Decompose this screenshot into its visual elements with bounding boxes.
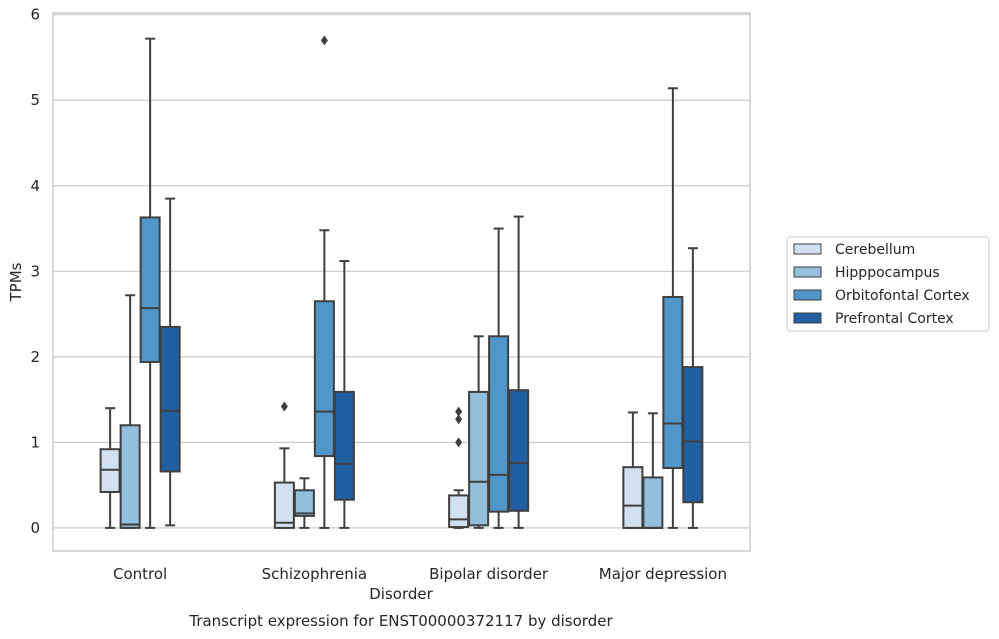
outlier-point xyxy=(455,414,463,425)
legend-swatch xyxy=(793,312,822,324)
box-body xyxy=(622,466,644,529)
box-body xyxy=(468,390,490,527)
box-body xyxy=(159,325,181,473)
legend-frame xyxy=(786,236,990,332)
box-hipppocampus-0 xyxy=(119,294,141,529)
legend-label: Hipppocampus xyxy=(835,265,940,281)
box-orbitofontal-cortex-0 xyxy=(139,37,161,529)
box-body xyxy=(139,216,161,363)
outlier-point xyxy=(455,437,463,448)
x-tick-labels: Control Schizophrenia Bipolar disorder Majo… xyxy=(113,565,727,583)
x-tick-label: Major depression xyxy=(599,565,727,583)
box-plots xyxy=(99,35,704,529)
legend-swatch xyxy=(793,243,822,255)
outlier-point xyxy=(320,35,328,46)
y-tick-labels: 0 1 2 3 4 5 6 xyxy=(30,6,40,537)
box-body xyxy=(313,300,335,458)
box-body xyxy=(682,366,704,504)
box-prefrontal-cortex-3 xyxy=(682,247,704,529)
box-cerebellum-2 xyxy=(448,406,470,529)
box-prefrontal-cortex-1 xyxy=(333,260,355,529)
box-body xyxy=(662,295,684,470)
box-orbitofontal-cortex-2 xyxy=(488,227,510,529)
box-hipppocampus-3 xyxy=(642,412,664,529)
y-tick-label: 2 xyxy=(30,348,40,366)
box-prefrontal-cortex-2 xyxy=(508,215,530,529)
y-tick-label: 0 xyxy=(30,519,40,537)
legend-swatch xyxy=(793,266,822,278)
box-cerebellum-3 xyxy=(622,411,644,529)
y-tick-label: 3 xyxy=(30,262,40,280)
y-tick-label: 5 xyxy=(30,91,40,109)
box-hipppocampus-1 xyxy=(293,477,315,529)
legend-swatch xyxy=(793,289,822,301)
x-tick-label: Bipolar disorder xyxy=(429,565,549,583)
box-body xyxy=(293,489,315,517)
box-body xyxy=(119,424,141,529)
y-axis-label: TPMs xyxy=(7,262,25,302)
box-orbitofontal-cortex-1 xyxy=(313,35,335,529)
plot-frame xyxy=(52,12,751,552)
box-body xyxy=(508,389,530,512)
y-tick-label: 6 xyxy=(30,6,40,24)
box-body xyxy=(642,476,664,529)
outlier-point xyxy=(280,401,288,412)
box-body xyxy=(273,481,295,529)
legend-label: Orbitofontal Cortex xyxy=(835,288,970,304)
legend: Cerebellum Hipppocampus Orbitofontal Corte… xyxy=(786,236,990,332)
outlier-point xyxy=(455,406,463,417)
box-prefrontal-cortex-0 xyxy=(159,197,181,527)
box-body xyxy=(488,335,510,513)
y-tick-label: 1 xyxy=(30,433,40,451)
y-tick-label: 4 xyxy=(30,177,40,195)
box-cerebellum-1 xyxy=(273,401,295,529)
legend-label: Prefrontal Cortex xyxy=(835,311,954,327)
legend-label: Cerebellum xyxy=(835,242,915,258)
figure-caption: Transcript expression for ENST0000037211… xyxy=(188,612,613,630)
x-axis-label: Disorder xyxy=(369,585,433,603)
box-body xyxy=(448,494,470,529)
box-body xyxy=(333,390,355,501)
box-cerebellum-0 xyxy=(99,407,121,529)
x-tick-label: Schizophrenia xyxy=(262,565,367,583)
x-tick-label: Control xyxy=(113,565,167,583)
